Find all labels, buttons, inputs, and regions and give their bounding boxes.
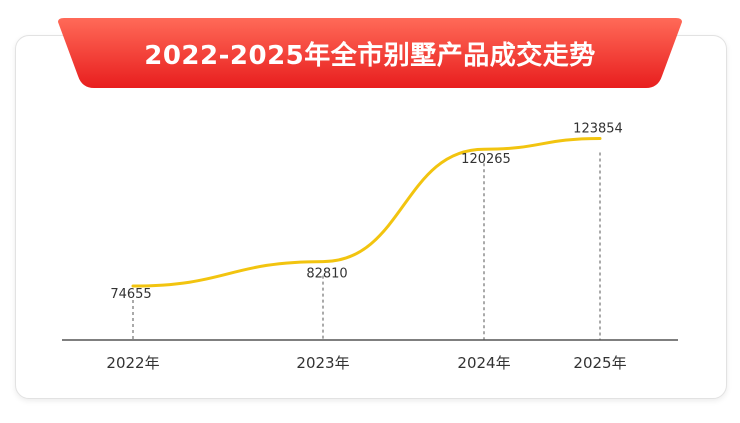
x-tick-label-3: 2024年 <box>457 354 510 372</box>
title-banner: 2022-2025年全市别墅产品成交走势 <box>58 18 682 88</box>
x-tick-label-2: 2023年 <box>296 354 349 372</box>
data-label-3: 120265 <box>461 152 511 167</box>
chart-title: 2022-2025年全市别墅产品成交走势 <box>144 40 596 71</box>
x-tick-label-4: 2025年 <box>573 354 626 372</box>
title-banner-shape <box>58 18 682 88</box>
series-line <box>131 136 602 288</box>
data-label-2: 82810 <box>306 267 347 282</box>
chart-card <box>15 35 727 399</box>
data-label-4: 123854 <box>573 121 623 136</box>
x-tick-label-1: 2022年 <box>106 354 159 372</box>
data-label-1: 74655 <box>110 287 151 302</box>
